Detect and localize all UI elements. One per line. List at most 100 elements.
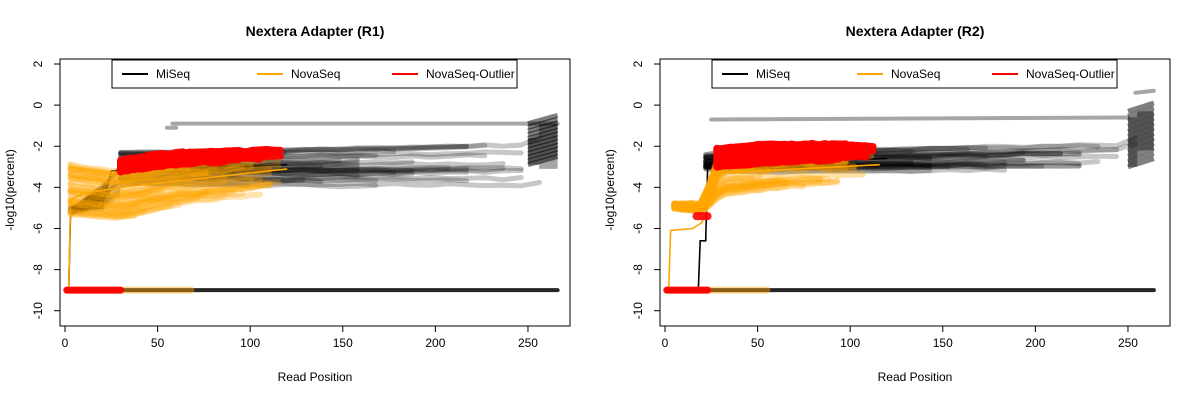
- trace: [67, 163, 218, 179]
- x-tick-label: 50: [751, 336, 765, 350]
- trace: [118, 166, 415, 174]
- y-tick-label: -6: [31, 223, 45, 234]
- trace: [68, 193, 102, 212]
- y-tick-label: 2: [631, 60, 645, 67]
- step-trace: [527, 116, 559, 130]
- series-novaseq-outlier: [663, 139, 877, 294]
- trace: [671, 177, 823, 215]
- trace: [703, 162, 1007, 172]
- step-trace: [1127, 151, 1155, 165]
- y-tick-label: -2: [631, 141, 645, 152]
- trace: [703, 163, 1082, 172]
- trace: [67, 164, 255, 185]
- chart-panel-r2: Nextera Adapter (R2) Read Position -log1…: [603, 23, 1171, 384]
- trace: [671, 179, 840, 215]
- trace: [67, 193, 227, 216]
- step-trace: [1127, 110, 1155, 124]
- trace: [67, 203, 173, 219]
- trace: [671, 174, 823, 213]
- trace: [671, 183, 789, 215]
- chart-title: Nextera Adapter (R2): [846, 23, 985, 39]
- trace: [67, 188, 237, 212]
- step-trace: [527, 154, 559, 168]
- series-novaseq-outlier: [63, 145, 284, 294]
- legend-box: [111, 59, 518, 89]
- x-tick-label: 250: [518, 336, 538, 350]
- trace: [68, 183, 119, 214]
- trace: [671, 180, 789, 214]
- y-tick-label: 0: [31, 101, 45, 108]
- x-tick-label: 150: [333, 336, 353, 350]
- trace: [671, 178, 763, 215]
- trace: [118, 167, 360, 174]
- trace: [118, 180, 378, 190]
- trace: [68, 198, 106, 214]
- trace: [67, 180, 273, 208]
- legend-label: NovaSeq-Outlier: [1026, 67, 1115, 81]
- trace: [118, 178, 542, 189]
- step-trace: [1127, 125, 1155, 139]
- trace: [118, 174, 469, 184]
- x-axis-label: Read Position: [278, 370, 353, 384]
- trace: [67, 166, 273, 188]
- chart-title: Nextera Adapter (R1): [246, 23, 385, 39]
- y-tick-label: -10: [31, 302, 45, 320]
- trace: [67, 190, 164, 204]
- y-axis: 2 0 -2 -4 -6 -8 -10: [31, 60, 60, 319]
- trace: [671, 177, 789, 213]
- trace: [118, 179, 251, 189]
- trace: [67, 201, 182, 220]
- trace: [68, 187, 100, 212]
- legend-box: [711, 59, 1118, 89]
- trace: [67, 194, 200, 216]
- step-trace: [1127, 130, 1155, 144]
- step-trace: [527, 146, 559, 160]
- step-trace: [1127, 136, 1155, 149]
- trace: [713, 140, 789, 153]
- trace: [67, 191, 264, 218]
- y-tick-label: -8: [31, 264, 45, 275]
- step-trace: [1127, 141, 1155, 155]
- trace: [68, 167, 121, 210]
- x-tick-label: 50: [151, 336, 165, 350]
- legend-label: NovaSeq: [891, 67, 940, 81]
- trace: [118, 165, 524, 174]
- legend: MiSeq NovaSeq NovaSeq-Outlier: [711, 59, 1118, 89]
- series-novaseq: [63, 156, 288, 294]
- step-trace: [527, 127, 559, 141]
- y-tick-label: 0: [631, 101, 645, 108]
- trace: [67, 165, 200, 182]
- trace: [671, 177, 840, 215]
- trace: [67, 182, 273, 210]
- trace: [67, 183, 264, 210]
- y-axis: 2 0 -2 -4 -6 -8 -10: [631, 60, 660, 319]
- legend: MiSeq NovaSeq NovaSeq-Outlier: [111, 59, 518, 89]
- trace: [118, 165, 506, 175]
- plot-frame: [659, 58, 1171, 327]
- trace: [68, 191, 104, 213]
- trace: [67, 177, 209, 195]
- trace: [68, 199, 104, 215]
- trace: [67, 191, 209, 213]
- trace: [67, 166, 191, 181]
- trace: [703, 166, 933, 176]
- trace: [68, 184, 108, 212]
- trace: [67, 169, 209, 187]
- trace: [67, 190, 246, 214]
- trace: [671, 182, 806, 217]
- trace: [713, 152, 802, 166]
- trace: [68, 190, 100, 211]
- plot-frame: [59, 58, 571, 327]
- y-tick-label: 2: [31, 60, 45, 67]
- trace: [67, 181, 273, 209]
- plot-area: [63, 112, 560, 294]
- legend-label: MiSeq: [156, 67, 190, 81]
- trace: [68, 178, 119, 212]
- step-trace: [527, 124, 559, 138]
- step-trace: [1127, 100, 1155, 114]
- step-trace: [527, 131, 559, 145]
- trace: [68, 187, 121, 214]
- x-tick-label: 150: [933, 336, 953, 350]
- trace: [118, 169, 469, 178]
